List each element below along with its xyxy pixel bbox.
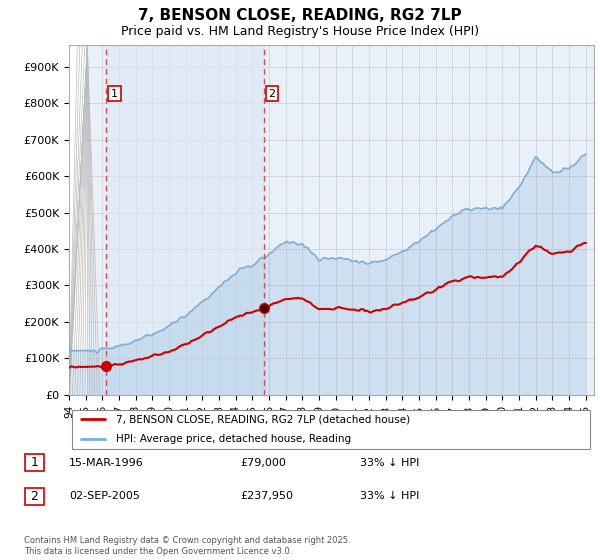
Text: 7, BENSON CLOSE, READING, RG2 7LP: 7, BENSON CLOSE, READING, RG2 7LP [138, 8, 462, 24]
Text: £79,000: £79,000 [240, 458, 286, 468]
Text: Contains HM Land Registry data © Crown copyright and database right 2025.
This d: Contains HM Land Registry data © Crown c… [24, 536, 350, 556]
Text: HPI: Average price, detached house, Reading: HPI: Average price, detached house, Read… [116, 434, 352, 444]
FancyBboxPatch shape [25, 488, 44, 505]
FancyBboxPatch shape [71, 410, 590, 449]
Text: 15-MAR-1996: 15-MAR-1996 [69, 458, 144, 468]
Text: 7, BENSON CLOSE, READING, RG2 7LP (detached house): 7, BENSON CLOSE, READING, RG2 7LP (detac… [116, 414, 410, 424]
Text: 2: 2 [269, 88, 275, 99]
Text: 33% ↓ HPI: 33% ↓ HPI [360, 458, 419, 468]
Bar [106, 45, 263, 395]
Text: 33% ↓ HPI: 33% ↓ HPI [360, 491, 419, 501]
Text: 2: 2 [31, 489, 38, 503]
Text: 02-SEP-2005: 02-SEP-2005 [69, 491, 140, 501]
Text: Price paid vs. HM Land Registry's House Price Index (HPI): Price paid vs. HM Land Registry's House … [121, 25, 479, 38]
Text: 1: 1 [31, 456, 38, 469]
Text: 1: 1 [111, 88, 118, 99]
Text: £237,950: £237,950 [240, 491, 293, 501]
Bar [69, 45, 88, 395]
FancyBboxPatch shape [25, 454, 44, 471]
